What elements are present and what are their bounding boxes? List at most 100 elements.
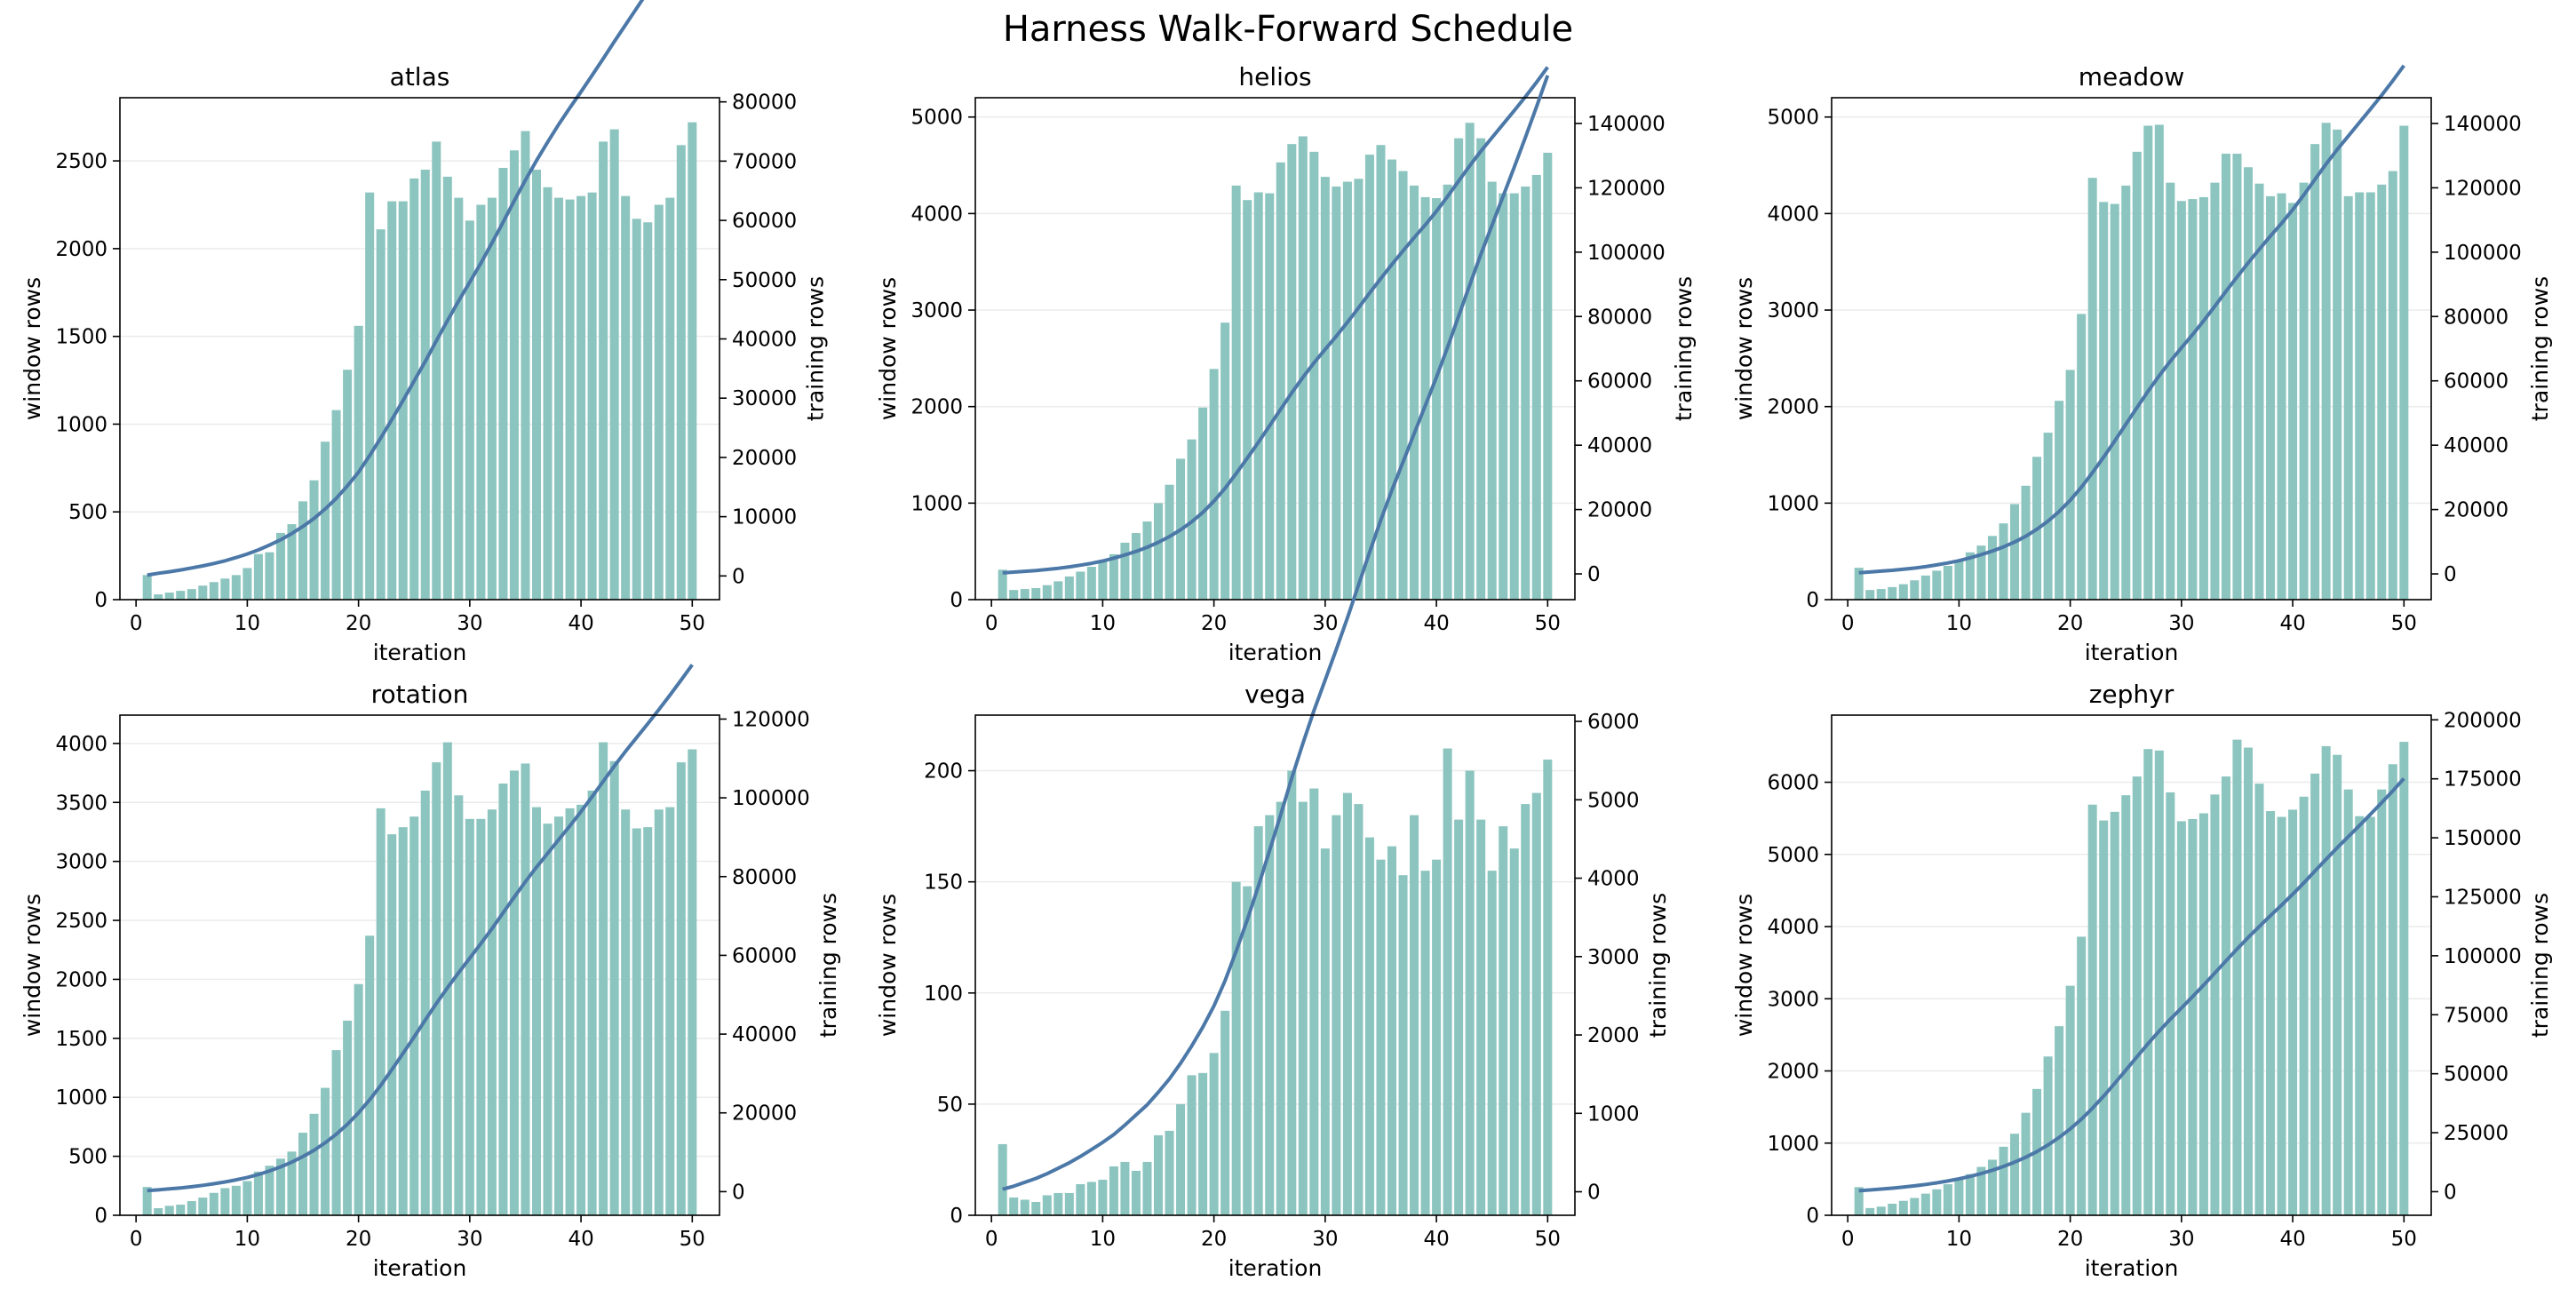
bar xyxy=(309,480,319,600)
y2-tick-label: 80000 xyxy=(732,866,797,889)
y-tick-label: 2000 xyxy=(910,396,963,419)
training-rows-line xyxy=(1858,64,2405,575)
bar xyxy=(2388,171,2397,601)
bar xyxy=(1042,1195,1052,1215)
x-tick-label: 20 xyxy=(2057,1228,2083,1251)
bar xyxy=(1420,871,1430,1215)
y-tick-label: 2000 xyxy=(1767,396,1819,419)
y-tick-label: 2000 xyxy=(1767,1061,1819,1084)
bar xyxy=(487,197,497,600)
bar xyxy=(2188,818,2198,1215)
bar xyxy=(1342,792,1352,1215)
panel-title: zephyr xyxy=(2089,680,2174,709)
bar xyxy=(1987,536,1997,600)
y2-tick-label: 60000 xyxy=(1587,370,1652,394)
x-tick-label: 30 xyxy=(1312,1228,1338,1251)
y2-tick-label: 200000 xyxy=(2444,709,2522,732)
y-tick-label: 0 xyxy=(1806,1205,1819,1228)
bar xyxy=(2321,745,2331,1215)
bar xyxy=(2143,749,2153,1215)
bar xyxy=(599,141,608,600)
bar xyxy=(2021,1112,2031,1215)
y-tick-label: 0 xyxy=(1806,589,1819,612)
bar xyxy=(1876,1206,1886,1215)
bar xyxy=(354,983,363,1215)
x-tick-label: 10 xyxy=(235,1228,260,1251)
bar xyxy=(1898,1200,1908,1215)
x-tick-label: 0 xyxy=(985,612,998,635)
bar xyxy=(2110,203,2119,600)
bar xyxy=(1987,1159,1997,1215)
bar xyxy=(643,222,653,600)
y-tick-label: 4000 xyxy=(910,203,963,226)
bar xyxy=(1364,837,1374,1215)
bar xyxy=(275,1158,285,1215)
bar xyxy=(2266,811,2276,1215)
bar xyxy=(1465,123,1475,600)
axes-frame xyxy=(974,714,1576,1216)
bar xyxy=(632,828,641,1215)
bar xyxy=(1499,826,1508,1215)
x-tick-label: 20 xyxy=(1201,612,1227,635)
y2-tick-label: 75000 xyxy=(2444,1004,2508,1027)
bar xyxy=(621,809,631,1215)
x-tick-label: 50 xyxy=(2391,1228,2417,1251)
bar xyxy=(1410,185,1419,600)
bar xyxy=(2099,202,2109,600)
bar xyxy=(1064,1192,1074,1215)
x-tick-label: 40 xyxy=(1423,1228,1449,1251)
bar xyxy=(688,749,697,1215)
bar xyxy=(164,1205,174,1215)
bar xyxy=(1888,586,1897,600)
y-tick-label: 1000 xyxy=(1767,492,1819,515)
panel-title: atlas xyxy=(390,62,450,92)
bar xyxy=(1354,179,1364,600)
bar xyxy=(265,1166,274,1215)
bar xyxy=(442,176,452,600)
bar xyxy=(654,204,664,600)
bar xyxy=(2254,784,2264,1215)
bar xyxy=(2221,776,2230,1215)
bar xyxy=(576,804,586,1215)
bar xyxy=(454,197,464,600)
bar xyxy=(1265,815,1275,1215)
bar xyxy=(1943,1184,1952,1215)
panel-title: meadow xyxy=(2079,62,2184,92)
bar xyxy=(275,532,285,600)
bar xyxy=(1888,1204,1897,1215)
bar xyxy=(1053,1192,1063,1215)
y2-tick-label: 1000 xyxy=(1587,1102,1640,1126)
y2-tick-label: 40000 xyxy=(732,1023,797,1046)
bar xyxy=(1865,590,1875,600)
bar xyxy=(2277,193,2286,600)
bar xyxy=(1109,1166,1118,1215)
bar xyxy=(253,1171,263,1215)
bar xyxy=(554,816,564,1215)
y2-tick-label: 40000 xyxy=(2444,434,2508,458)
x-tick-label: 0 xyxy=(1841,612,1855,635)
panel-atlas: 0 10 20 30 40 5005001000150020002500010000200… xyxy=(20,0,829,665)
x-tick-label: 20 xyxy=(346,1228,371,1251)
bar xyxy=(2277,816,2286,1215)
y-tick-label: 4000 xyxy=(1767,916,1819,939)
bar xyxy=(343,1020,353,1215)
y-tick-label: 5000 xyxy=(1767,107,1819,130)
y2-tick-label: 125000 xyxy=(2444,886,2522,909)
bar xyxy=(2266,195,2276,601)
y2-axis-label: training rows xyxy=(815,893,841,1038)
bar xyxy=(1910,1198,1920,1215)
bar xyxy=(1454,819,1464,1215)
bar xyxy=(1354,804,1364,1215)
bar xyxy=(1109,553,1118,600)
panel-zephyr: 0 10 20 30 40 50 0 1000 2000 3000 4000 5000 6000 0 250… xyxy=(1731,680,2553,1281)
y2-tick-label: 100000 xyxy=(732,787,810,810)
y2-axis-label: training rows xyxy=(2527,893,2553,1038)
bar xyxy=(209,1192,219,1215)
bar xyxy=(298,1133,308,1215)
bar xyxy=(487,809,497,1215)
y-tick-label: 200 xyxy=(924,760,963,784)
bar xyxy=(1142,1161,1152,1215)
bar xyxy=(2176,201,2186,600)
bar xyxy=(2087,178,2097,601)
bar xyxy=(1053,581,1063,600)
